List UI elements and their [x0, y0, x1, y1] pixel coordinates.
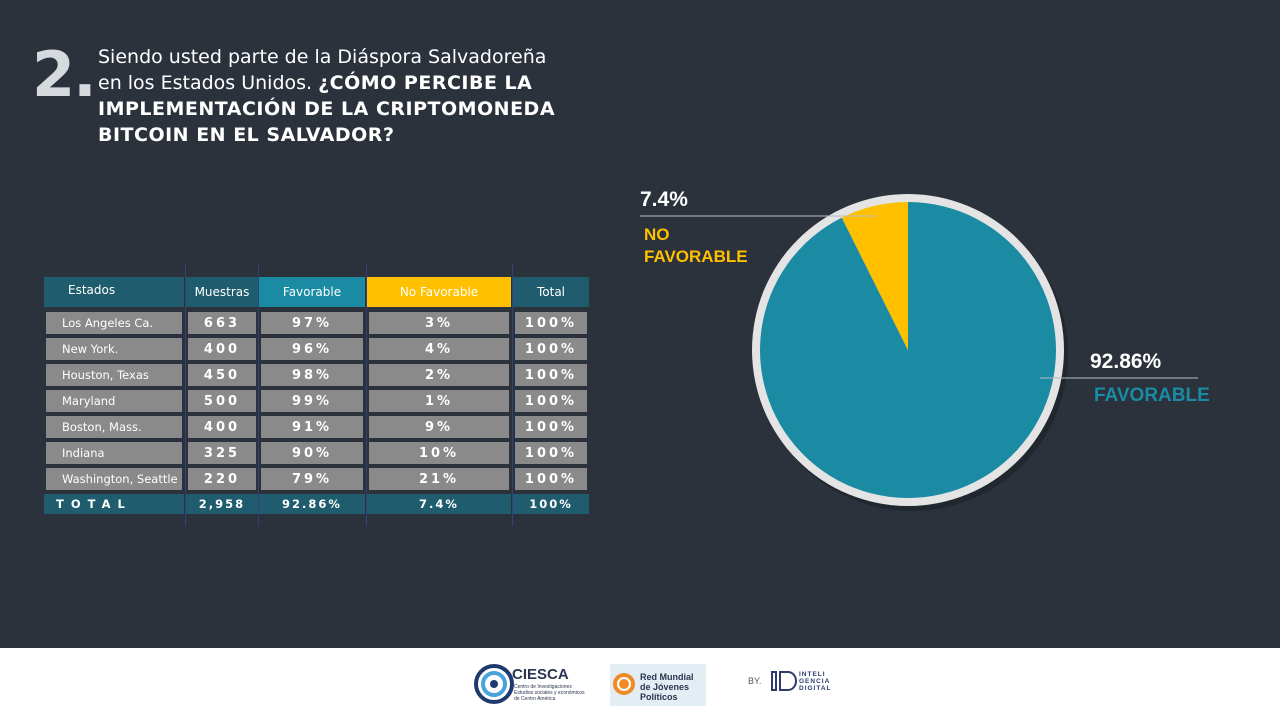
- table-cell: 21%: [369, 468, 509, 490]
- table-cell: 400: [188, 416, 256, 438]
- table-header-cell: No Favorable: [367, 277, 511, 307]
- table-cell: 100%: [515, 312, 587, 334]
- table-header-cell: Muestras: [186, 277, 258, 307]
- ciesca-subtitle: Centro de Investigaciones Estudios social…: [514, 684, 585, 702]
- table-cell: 79%: [261, 468, 363, 490]
- no-favorable-label-line2: FAVORABLE: [644, 247, 748, 266]
- column-separator: [366, 264, 367, 526]
- question-number: 2.: [32, 38, 97, 111]
- table-cell: 4%: [369, 338, 509, 360]
- pie-slice-no-favorable: [841, 202, 908, 350]
- table-row: Boston, Mass. 400 91% 9% 100%: [44, 416, 592, 438]
- table-cell: 90%: [261, 442, 363, 464]
- table-cell: 400: [188, 338, 256, 360]
- column-separator: [185, 264, 186, 526]
- table-total-cell: 100%: [513, 494, 589, 514]
- column-separator: [258, 264, 259, 526]
- footer: CIESCA Centro de Investigaciones Estudios…: [0, 648, 1280, 720]
- table-total-cell: 92.86%: [259, 494, 365, 514]
- table-cell: 500: [188, 390, 256, 412]
- table-cell: 99%: [261, 390, 363, 412]
- question-bold-line3: BITCOIN EN EL SALVADOR?: [98, 124, 395, 146]
- table-cell: 3%: [369, 312, 509, 334]
- table-cell: Los Angeles Ca.: [46, 312, 182, 334]
- by-label: BY.: [748, 676, 762, 686]
- table-header-row: Estados Muestras Favorable No Favorable Tota…: [44, 277, 592, 307]
- table-cell: New York.: [46, 338, 182, 360]
- table-cell: 663: [188, 312, 256, 334]
- red-mundial-logo-icon: [610, 664, 706, 706]
- table-cell: 9%: [369, 416, 509, 438]
- table-cell: 98%: [261, 364, 363, 386]
- table-total-row: TOTAL 2,958 92.86% 7.4% 100%: [44, 494, 592, 514]
- red-mundial-name: Red Mundial de Jóvenes Políticos: [640, 672, 694, 702]
- table-cell: 100%: [515, 390, 587, 412]
- table-header-cell: Total: [513, 277, 589, 307]
- table-cell: 220: [188, 468, 256, 490]
- no-favorable-value-label: 7.4%: [640, 188, 688, 211]
- table-cell: 2%: [369, 364, 509, 386]
- question-title: Siendo usted parte de la Diáspora Salvad…: [98, 44, 618, 148]
- table-cell: Indiana: [46, 442, 182, 464]
- table-cell: 100%: [515, 364, 587, 386]
- ciesca-name: CIESCA: [512, 666, 569, 683]
- table-row: New York. 400 96% 4% 100%: [44, 338, 592, 360]
- table-row: Houston, Texas 450 98% 2% 100%: [44, 364, 592, 386]
- favorable-label: FAVORABLE: [1094, 385, 1210, 406]
- question-intro-line1: Siendo usted parte de la Diáspora Salvad…: [98, 46, 547, 68]
- table-cell: 1%: [369, 390, 509, 412]
- table-row: Maryland 500 99% 1% 100%: [44, 390, 592, 412]
- table-cell: 10%: [369, 442, 509, 464]
- table-row: Indiana 325 90% 10% 100%: [44, 442, 592, 464]
- table-row: Washington, Seattle 220 79% 21% 100%: [44, 468, 592, 490]
- table-total-cell: 2,958: [186, 494, 258, 514]
- table-cell: 450: [188, 364, 256, 386]
- inteligencia-digital-logo-icon: [771, 671, 797, 691]
- results-table: Estados Muestras Favorable No Favorable Tota…: [44, 264, 592, 526]
- table-total-cell: 7.4%: [367, 494, 511, 514]
- table-cell: 100%: [515, 468, 587, 490]
- inteligencia-digital-name: INTELI GENCIA DIGITAL: [799, 671, 832, 692]
- table-cell: Maryland: [46, 390, 182, 412]
- ciesca-logo-icon: [474, 664, 514, 704]
- table-cell: 100%: [515, 338, 587, 360]
- pie-chart: 7.4% NO FAVORABLE 92.86% FAVORABLE: [640, 188, 1210, 511]
- favorable-value-label: 92.86%: [1090, 350, 1162, 373]
- column-separator: [512, 264, 513, 526]
- table-header-cell: Favorable: [259, 277, 365, 307]
- table-cell: 97%: [261, 312, 363, 334]
- table-cell: 100%: [515, 416, 587, 438]
- table-row: Los Angeles Ca. 663 97% 3% 100%: [44, 312, 592, 334]
- table-header-cell: Estados: [44, 277, 184, 307]
- no-favorable-label-line1: NO: [644, 225, 670, 244]
- table-cell: 325: [188, 442, 256, 464]
- table-cell: Houston, Texas: [46, 364, 182, 386]
- question-bold-line2: IMPLEMENTACIÓN DE LA CRIPTOMONEDA: [98, 98, 556, 120]
- table-cell: 96%: [261, 338, 363, 360]
- table-cell: Washington, Seattle: [46, 468, 182, 490]
- table-cell: 91%: [261, 416, 363, 438]
- table-cell: Boston, Mass.: [46, 416, 182, 438]
- table-cell: 100%: [515, 442, 587, 464]
- question-intro-line2: en los Estados Unidos.: [98, 72, 313, 94]
- table-total-cell: TOTAL: [44, 494, 184, 514]
- question-bold-part1: ¿CÓMO PERCIBE LA: [318, 72, 533, 94]
